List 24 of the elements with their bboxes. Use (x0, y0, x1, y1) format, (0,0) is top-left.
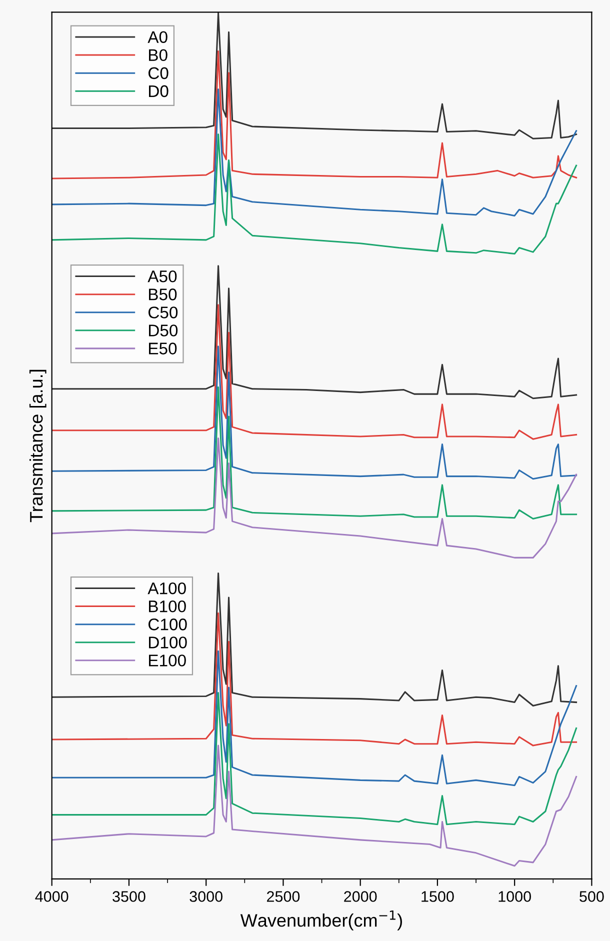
legend-label: B50 (149, 288, 177, 300)
y-axis-title: Transmitance [a.u.] (29, 370, 46, 522)
x-axis-title: Wavenumber(cm$^{−1}$) (240, 910, 402, 930)
legend-label: C50 (148, 306, 178, 318)
legend-label: E100 (149, 654, 186, 666)
x-tick-label: 4000 (35, 891, 68, 902)
legend-label: D0 (149, 85, 168, 98)
legend-label: C0 (148, 67, 168, 80)
legend-label: E50 (149, 342, 177, 354)
legend-label: D100 (149, 636, 187, 648)
legend-label: A50 (148, 270, 177, 282)
x-tick-label: 1000 (498, 891, 531, 902)
legend-label: D50 (149, 324, 178, 336)
x-tick-label: 1500 (422, 891, 454, 902)
legend-label: C100 (148, 618, 187, 630)
x-tick-label: 2000 (344, 891, 377, 902)
x-tick-label: 3500 (112, 891, 146, 902)
legend-label: A0 (148, 31, 168, 44)
legend-label: B100 (149, 600, 186, 612)
legend-label: A100 (148, 582, 186, 594)
x-tick-label: 500 (580, 891, 604, 902)
legend-label: B0 (149, 49, 168, 62)
x-tick-label: 2500 (266, 891, 300, 902)
x-tick-label: 3000 (190, 891, 222, 902)
